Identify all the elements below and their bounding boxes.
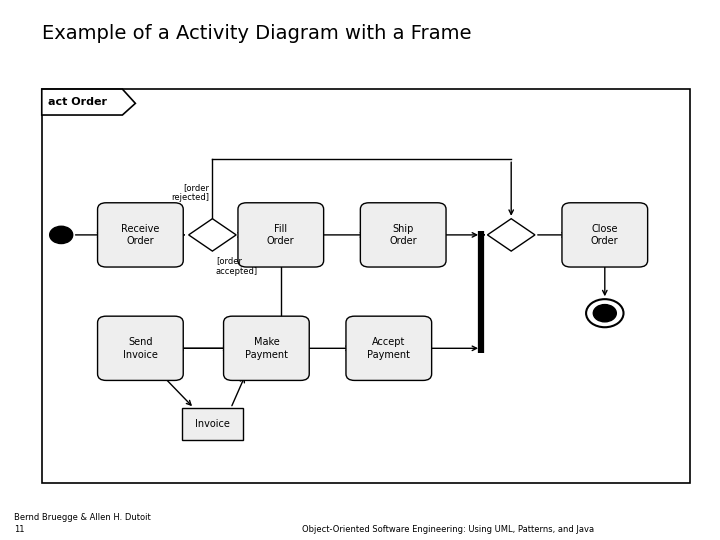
FancyBboxPatch shape [238, 203, 324, 267]
Text: Ship
Order: Ship Order [390, 224, 417, 246]
FancyBboxPatch shape [98, 203, 183, 267]
Text: Make
Payment: Make Payment [245, 337, 288, 360]
FancyBboxPatch shape [562, 203, 648, 267]
Circle shape [586, 299, 624, 327]
Text: Invoice: Invoice [195, 419, 230, 429]
Bar [181, 408, 243, 440]
Text: [order
rejected]: [order rejected] [171, 183, 209, 202]
Text: Fill
Order: Fill Order [267, 224, 294, 246]
Text: Example of a Activity Diagram with a Frame: Example of a Activity Diagram with a Fra… [42, 24, 472, 43]
Text: Accept
Payment: Accept Payment [367, 337, 410, 360]
Polygon shape [487, 219, 535, 251]
FancyBboxPatch shape [98, 316, 183, 380]
Text: Receive
Order: Receive Order [121, 224, 160, 246]
Text: Object-Oriented Software Engineering: Using UML, Patterns, and Java: Object-Oriented Software Engineering: Us… [302, 524, 595, 534]
FancyBboxPatch shape [361, 203, 446, 267]
FancyBboxPatch shape [223, 316, 310, 380]
Text: Close
Order: Close Order [591, 224, 618, 246]
Text: [order
accepted]: [order accepted] [216, 256, 258, 276]
Polygon shape [189, 219, 236, 251]
Circle shape [50, 226, 73, 244]
Polygon shape [42, 89, 135, 115]
Text: act Order: act Order [48, 97, 107, 107]
Text: Send
Invoice: Send Invoice [123, 337, 158, 360]
Bar [42, 89, 690, 483]
Circle shape [593, 305, 616, 322]
Text: Bernd Bruegge & Allen H. Dutoit
11: Bernd Bruegge & Allen H. Dutoit 11 [14, 514, 151, 534]
FancyBboxPatch shape [346, 316, 432, 380]
